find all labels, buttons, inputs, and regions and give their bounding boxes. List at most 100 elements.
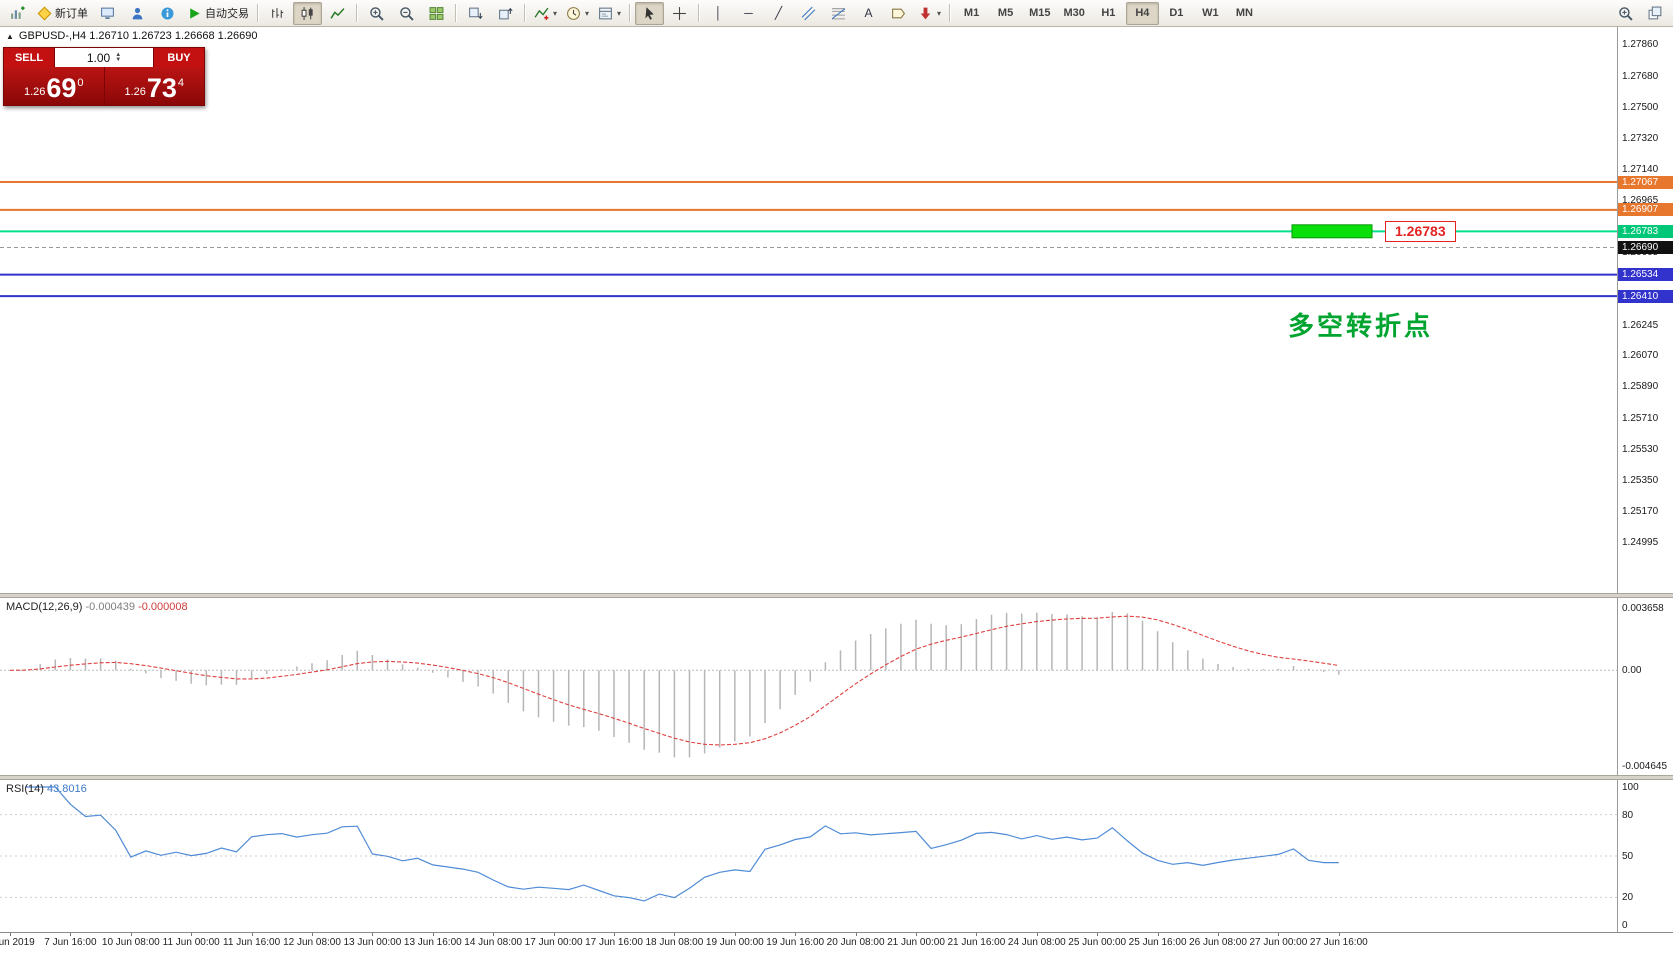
price-level-chip: 1.26410: [1618, 289, 1673, 303]
timeframe-mn[interactable]: MN: [1235, 7, 1253, 19]
macd-axis[interactable]: 0.003658 0.00 -0.004645: [1617, 598, 1673, 775]
price-level-chip: 1.26534: [1618, 268, 1673, 282]
horizontal-line-icon: ─: [744, 6, 753, 20]
search-button[interactable]: [1611, 2, 1640, 25]
indicators-dropdown-arrow[interactable]: ▾: [553, 8, 558, 18]
candlestick-chart[interactable]: [0, 27, 1617, 593]
price-axis-label: 1.27680: [1622, 70, 1659, 82]
time-tick: [191, 933, 193, 936]
indicators-icon: [534, 7, 549, 20]
tile-windows-button[interactable]: [422, 2, 451, 25]
text-label-button[interactable]: [884, 2, 913, 25]
price-level-chip: 1.26783: [1618, 224, 1673, 238]
price-axis-label: 1.27500: [1622, 101, 1659, 113]
time-axis-label: 25 Jun 16:00: [1128, 937, 1187, 948]
fibonacci-button[interactable]: [824, 2, 853, 25]
toolbar-separator: [356, 4, 358, 22]
arrange-windows-icon: [469, 7, 483, 19]
panel-divider[interactable]: [0, 593, 1673, 598]
zoom-out-button[interactable]: [392, 2, 421, 25]
auto-trading-icon: [190, 7, 200, 19]
highlight-box: [1291, 224, 1373, 239]
market-watch-button[interactable]: [123, 2, 152, 25]
track-chart-button[interactable]: [491, 2, 520, 25]
periods-dropdown-arrow[interactable]: ▾: [585, 8, 590, 18]
sell-button[interactable]: SELL: [14, 51, 44, 64]
candlestick-chart-icon: [301, 6, 313, 20]
equidistant-channel-button[interactable]: [794, 2, 823, 25]
data-window-button[interactable]: [153, 2, 182, 25]
chart-profiles-button[interactable]: [93, 2, 122, 25]
timeframe-m1[interactable]: M1: [963, 7, 980, 19]
macd-panel[interactable]: MACD(12,26,9) -0.000439 -0.000008: [0, 598, 1617, 775]
rsi-header: RSI(14) 43.8016: [6, 783, 87, 795]
rsi-chart[interactable]: [0, 780, 1617, 932]
buy-price-prefix: 1.26: [124, 86, 146, 98]
timeframe-w1[interactable]: W1: [1202, 7, 1219, 19]
one-click-collapse-arrow[interactable]: ▲: [6, 31, 14, 41]
sell-price[interactable]: 1.26 69 0: [4, 67, 104, 105]
buy-button[interactable]: BUY: [167, 51, 191, 64]
volume-down-arrow[interactable]: ▼: [115, 56, 122, 63]
time-tick: [916, 933, 917, 936]
window-list-button[interactable]: [1641, 2, 1670, 25]
time-tick: [795, 933, 797, 936]
panel-divider[interactable]: [0, 775, 1673, 780]
zoom-in-icon: [370, 6, 384, 21]
time-axis-label: 27 Jun 00:00: [1249, 937, 1308, 948]
timeframe-h4[interactable]: H4: [1125, 1, 1159, 25]
line-chart-button[interactable]: [323, 2, 352, 25]
macd-chart[interactable]: [0, 598, 1617, 775]
horizontal-line-button[interactable]: ─: [734, 2, 763, 25]
auto-trading-button[interactable]: 自动交易: [183, 2, 253, 25]
main-chart-panel[interactable]: ▲ GBPUSD-,H4 1.26710 1.26723 1.26668 1.2…: [0, 27, 1617, 593]
price-axis-label: 1.25890: [1622, 381, 1659, 393]
new-chart-button[interactable]: [3, 2, 32, 25]
time-tick: [553, 933, 555, 936]
cursor-button[interactable]: [635, 1, 665, 25]
arrange-windows-button[interactable]: [461, 2, 490, 25]
sell-price-pip: 0: [77, 77, 84, 89]
templates-dropdown-arrow[interactable]: ▾: [617, 8, 622, 18]
timeframe-m5[interactable]: M5: [997, 7, 1014, 19]
arrows-dropdown-arrow[interactable]: ▾: [937, 8, 942, 18]
zoom-in-button[interactable]: [362, 2, 391, 25]
templates-button[interactable]: ▾: [594, 2, 625, 25]
rsi-axis[interactable]: 100 80 50 20 0: [1617, 780, 1673, 932]
track-chart-icon: [499, 7, 513, 19]
price-axis-label: 1.25710: [1622, 412, 1659, 424]
crosshair-button[interactable]: [665, 2, 694, 25]
toolbar: 新订单 自动交易 ▾ ▾ ▾ │ ─ ╱ A ▾ M1 M5 M15 M30 H1 H4 D1 W1 MN: [0, 0, 1673, 27]
buy-price[interactable]: 1.26 73 4: [104, 67, 204, 105]
window-list-icon: [1648, 6, 1662, 19]
new-order-label: 新订单: [55, 8, 88, 20]
time-tick: [674, 933, 676, 936]
time-axis-label: 19 Jun 00:00: [705, 937, 764, 948]
timeframe-h1[interactable]: H1: [1101, 7, 1116, 19]
timeframe-d1[interactable]: D1: [1169, 7, 1184, 19]
candlestick-chart-button[interactable]: [293, 1, 322, 25]
indicators-button[interactable]: ▾: [530, 2, 561, 25]
trendline-button[interactable]: ╱: [764, 2, 793, 25]
bar-chart-button[interactable]: [263, 2, 292, 25]
periods-button[interactable]: ▾: [562, 2, 593, 25]
volume-up-arrow[interactable]: ▲: [115, 51, 122, 58]
text-button[interactable]: A: [854, 2, 883, 25]
timeframe-m30[interactable]: M30: [1063, 7, 1085, 19]
line-chart-icon: [330, 7, 345, 19]
vertical-line-button[interactable]: │: [704, 2, 733, 25]
price-callout[interactable]: 1.26783: [1385, 221, 1456, 242]
rsi-panel[interactable]: RSI(14) 43.8016: [0, 780, 1617, 932]
rsi-axis-label: 80: [1622, 809, 1634, 821]
current-price-chip: 1.26690: [1618, 240, 1673, 254]
arrows-icon: [920, 7, 931, 19]
timeframe-m15[interactable]: M15: [1029, 7, 1051, 19]
time-axis-label: 27 Jun 16:00: [1309, 937, 1368, 948]
new-order-button[interactable]: 新订单: [33, 2, 92, 25]
volume-input[interactable]: 1.00 ▲ ▼: [54, 48, 154, 67]
price-axis-label: 1.25530: [1622, 443, 1659, 455]
price-axis[interactable]: 1.27860 1.27680 1.27500 1.27320 1.27140 1.269…: [1617, 27, 1673, 593]
time-axis-label: 21 Jun 16:00: [947, 937, 1006, 948]
arrows-button[interactable]: ▾: [914, 2, 945, 25]
